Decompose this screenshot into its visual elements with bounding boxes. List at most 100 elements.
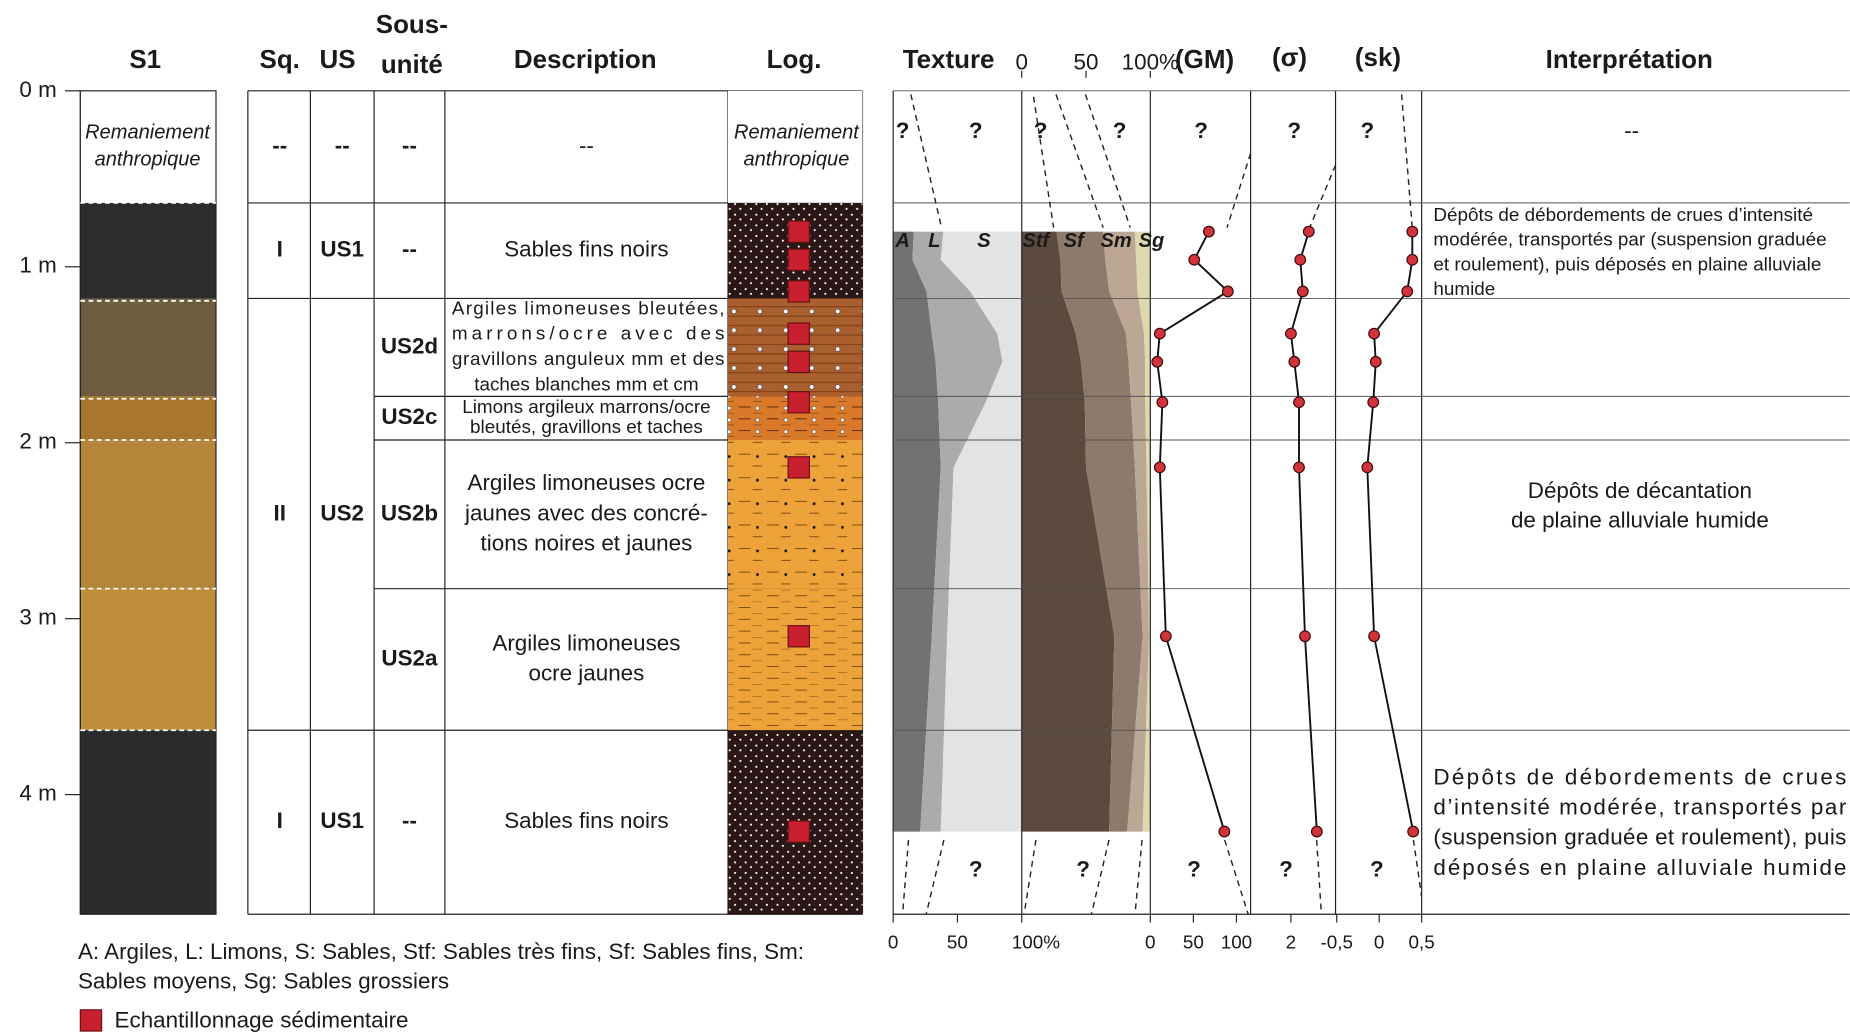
sequence: I [277, 808, 283, 833]
unit: US1 [320, 808, 364, 833]
legend-text: Sables moyens, Sg: Sables grossiers [78, 969, 449, 994]
unit: US2 [320, 500, 364, 525]
photo-layer [80, 730, 217, 915]
sub-unit: US2b [381, 500, 438, 525]
point-sigma [1288, 355, 1301, 368]
point-sk [1401, 285, 1414, 298]
point-sk [1369, 355, 1382, 368]
point-sigma [1299, 630, 1311, 643]
texture-label: L [928, 230, 940, 252]
description: Argiles limoneuses ocre [467, 470, 705, 495]
point-sigma [1294, 253, 1307, 266]
interpretation: Dépôts de débordements de crues [1433, 765, 1846, 790]
axis-tick-label: 100% [1122, 50, 1179, 75]
point-sk [1368, 630, 1380, 643]
axis-tick-label: -0,5 [1320, 932, 1353, 953]
point-GM [1221, 285, 1234, 298]
point-sk [1406, 225, 1419, 238]
texture-L [912, 231, 1003, 832]
log-layer [727, 588, 863, 731]
interpretation: de plaine alluviale humide [1511, 507, 1769, 532]
question-mark: ? [1194, 118, 1208, 143]
photo-frame [79, 90, 217, 915]
sub-unit: US2d [381, 333, 438, 358]
texture-label: Sm [1101, 230, 1132, 252]
curve-sigma [1289, 231, 1318, 832]
header-sub: unité [381, 51, 443, 79]
uncertain-trend [1412, 839, 1423, 897]
texture-Sf [1056, 231, 1143, 832]
description: Argiles limoneuses bleutées, [452, 297, 725, 318]
question-mark: ? [896, 118, 910, 143]
interpretation: (suspension graduée et roulement), puis [1433, 825, 1846, 850]
texture-A [893, 231, 941, 832]
legend-swatch [79, 1009, 103, 1032]
uncertain-trend [1055, 94, 1104, 228]
texture-Stf [1021, 231, 1115, 832]
uncertain-trend [1032, 96, 1055, 228]
description: Sables fins noirs [504, 808, 668, 833]
texture-label: A [894, 230, 909, 252]
description: -- [579, 133, 594, 158]
s1-label: Remaniement [85, 122, 211, 144]
question-mark: ? [1113, 118, 1127, 143]
axis-tick-label: 0 [888, 932, 899, 953]
axis-tick-label: 100% [1012, 932, 1060, 953]
curve-sk [1366, 231, 1415, 832]
uncertain-trend [1308, 164, 1337, 228]
point-sigma [1293, 461, 1305, 474]
interpretation: Dépôts de débordements de crues d’intens… [1433, 204, 1813, 225]
description: Limons argileux marrons/ocre [462, 396, 710, 417]
axis-tick-label: 0 [1016, 50, 1028, 75]
depth-label: 1 m [19, 253, 56, 278]
point-GM [1188, 253, 1201, 266]
photo-layer [80, 440, 217, 589]
texture-label: Stf [1023, 230, 1052, 252]
sample-marker [787, 820, 810, 843]
point-sk [1368, 327, 1380, 340]
uncertain-trend [910, 94, 943, 228]
description: bleutés, gravillons et taches [470, 416, 703, 437]
question-mark: ? [969, 118, 983, 143]
sample-marker [787, 248, 810, 271]
axis-tick-label: 0,5 [1409, 932, 1435, 953]
depth-label: 0 m [19, 77, 56, 102]
uncertain-trend [1023, 839, 1037, 915]
interpretation: -- [1624, 118, 1639, 143]
texture-label: Sg [1139, 230, 1165, 252]
header-s1: S1 [129, 46, 161, 74]
description: Sables fins noirs [504, 237, 668, 262]
sub-unit: US2c [381, 404, 437, 429]
point-sigma [1302, 225, 1315, 238]
interpretation: déposés en plaine alluviale humide [1433, 855, 1846, 880]
sample-marker [787, 625, 810, 648]
depth-label: 4 m [19, 781, 56, 806]
header-sub: Sous- [376, 11, 448, 39]
sub-unit: -- [402, 808, 417, 833]
point-GM [1159, 630, 1172, 643]
depth-label: 2 m [19, 429, 56, 454]
depth-label: 3 m [19, 605, 56, 630]
unit: US1 [320, 237, 364, 262]
point-GM [1218, 825, 1231, 838]
photo-layer [80, 202, 217, 299]
interpretation: et roulement), puis déposés en plaine al… [1433, 253, 1821, 274]
sequence: -- [272, 133, 287, 158]
description: tions noires et jaunes [481, 530, 693, 555]
point-GM [1156, 396, 1169, 409]
sample-marker [787, 350, 810, 373]
header-sq: Sq. [260, 46, 300, 74]
uncertain-trend [1090, 839, 1110, 915]
description: marrons/ocre avec des [452, 323, 725, 344]
point-sigma [1310, 825, 1323, 838]
uncertain-trend [925, 839, 945, 915]
point-sigma [1285, 327, 1297, 340]
description: ocre jaunes [529, 660, 645, 685]
header-sk: (sk) [1355, 44, 1401, 72]
s1-label: anthropique [95, 149, 201, 171]
unit: -- [335, 133, 350, 158]
texture-label: Sf [1064, 230, 1086, 252]
point-GM [1153, 327, 1166, 340]
point-sigma [1293, 396, 1305, 409]
question-mark: ? [1370, 857, 1384, 882]
